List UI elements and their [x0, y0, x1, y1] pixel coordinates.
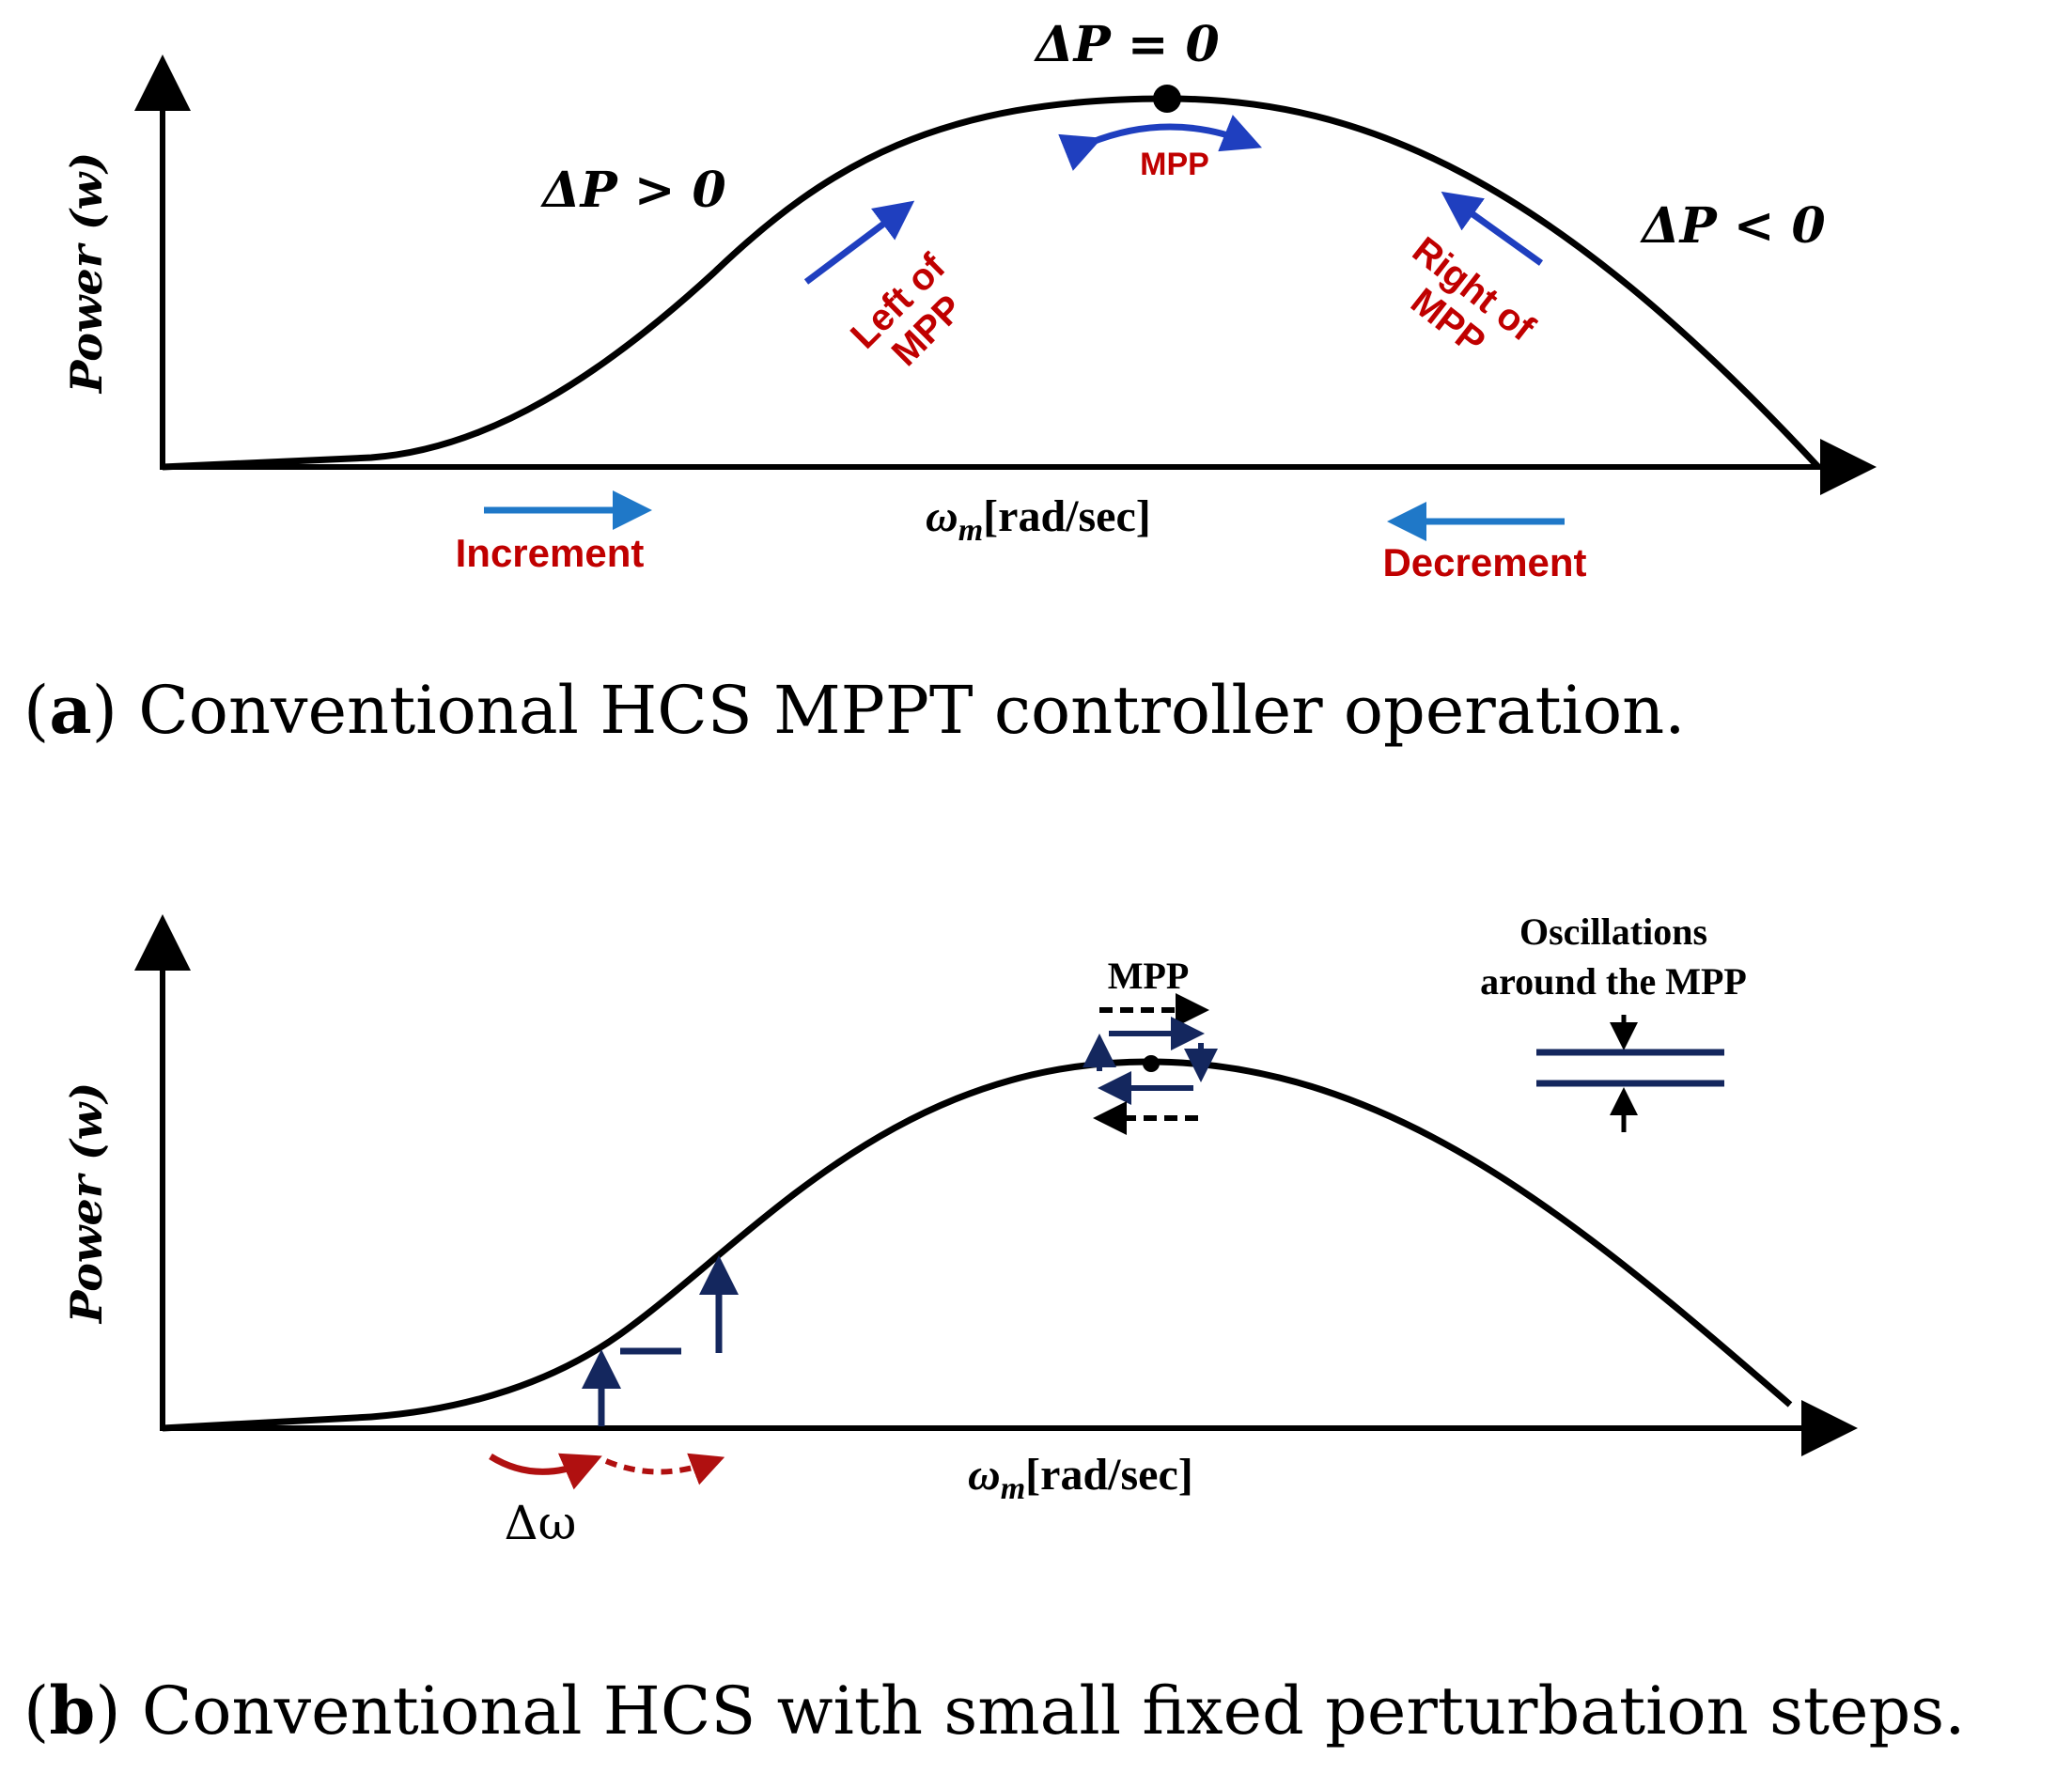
panel-a-caption-open: (	[23, 672, 49, 749]
panel-a-x-axis-sub: m	[958, 513, 983, 548]
panel-a-caption-letter: a	[49, 671, 91, 749]
panel-a-decrement-label: Decrement	[1382, 540, 1586, 584]
panel-b-x-axis-sub: m	[1001, 1471, 1025, 1506]
panel-b-caption: (b) Conventional HCS with small fixed pe…	[23, 1672, 1965, 1750]
panel-a-increment-label: Increment	[456, 531, 645, 575]
panel-b-y-axis-label: Power (w)	[61, 1082, 112, 1325]
panel-a-dp-positive-label: ΔP > 0	[539, 162, 725, 219]
panel-a-right-of-mpp-arrow	[1441, 191, 1544, 266]
panel-b-oscillations-line2: around the MPP	[1480, 960, 1747, 1003]
panel-a-caption-text: Conventional HCS MPPT controller operati…	[117, 672, 1685, 749]
panel-a-dp-negative-label: ΔP < 0	[1639, 197, 1825, 255]
panel-a-mpp-oscillation-arrow	[1058, 115, 1263, 171]
panel-a-x-axis-label: ωm[rad/sec]	[926, 491, 1151, 548]
panel-a-power-curve	[162, 95, 1821, 471]
panel-b-caption-letter: b	[49, 1672, 95, 1750]
panel-b-x-axis-label: ωm[rad/sec]	[968, 1450, 1193, 1506]
panel-a-caption-close: )	[92, 672, 117, 749]
panel-b-mpp-dot	[1143, 1055, 1160, 1072]
panel-b-delta-omega-label: Δω	[505, 1496, 577, 1550]
panel-a-mpp-dot	[1153, 85, 1181, 113]
panel-b-oscillations-line1: Oscillations	[1519, 910, 1707, 953]
panel-b-power-curve	[162, 1058, 1793, 1432]
panel-a-dp-zero-label: ΔP = 0	[1033, 16, 1219, 73]
panel-a-caption: (a) Conventional HCS MPPT controller ope…	[23, 671, 1685, 749]
panel-b-caption-open: (	[23, 1672, 49, 1750]
panel-a-left-of-mpp-arrow	[803, 200, 915, 285]
panel-b-caption-text: Conventional HCS with small fixed pertur…	[121, 1672, 1966, 1750]
panel-a-right-of-mpp-label: Right of MPP	[1403, 229, 1542, 364]
panel-a: Power (w) ωm[rad/sec] ΔP = 0 ΔP > 0 ΔP <…	[23, 16, 1877, 749]
panel-b-x-axis-units: [rad/sec]	[1025, 1450, 1193, 1500]
panel-a-left-of-mpp-label: Left of MPP	[843, 246, 971, 375]
panel-a-y-axis-label: Power (w)	[61, 152, 112, 395]
panel-b-delta-omega-dashed-arrow	[604, 1453, 725, 1485]
panel-b-delta-omega-arrow	[489, 1453, 602, 1490]
panel-a-x-axis-units: [rad/sec]	[983, 491, 1151, 541]
panel-a-mpp-label: MPP	[1140, 147, 1209, 182]
panel-b-caption-close: )	[95, 1672, 120, 1750]
panel-b-mpp-label: MPP	[1108, 955, 1190, 997]
panel-b: Power (w) ωm[rad/sec] MPP Oscillations a…	[23, 910, 1965, 1750]
panel-a-x-axis-omega: ω	[926, 491, 958, 541]
panel-b-x-axis-omega: ω	[968, 1450, 1001, 1500]
